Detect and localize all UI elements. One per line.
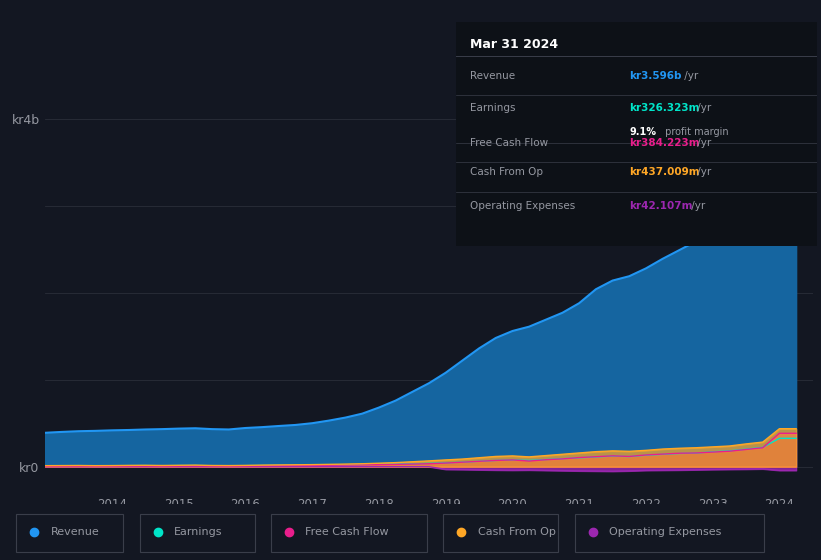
Text: /yr: /yr xyxy=(694,102,711,113)
Text: kr384.223m: kr384.223m xyxy=(629,138,699,148)
Text: /yr: /yr xyxy=(694,138,711,148)
Text: 9.1%: 9.1% xyxy=(629,127,656,137)
Text: Mar 31 2024: Mar 31 2024 xyxy=(470,38,558,51)
Text: profit margin: profit margin xyxy=(662,127,728,137)
Text: Free Cash Flow: Free Cash Flow xyxy=(470,138,548,148)
Text: kr42.107m: kr42.107m xyxy=(629,201,693,211)
Text: /yr: /yr xyxy=(687,201,704,211)
Text: Free Cash Flow: Free Cash Flow xyxy=(305,527,389,537)
Text: /yr: /yr xyxy=(694,167,711,178)
Text: Revenue: Revenue xyxy=(470,71,516,81)
Text: Operating Expenses: Operating Expenses xyxy=(609,527,722,537)
Text: /yr: /yr xyxy=(681,71,699,81)
Text: Cash From Op: Cash From Op xyxy=(478,527,556,537)
Text: kr437.009m: kr437.009m xyxy=(629,167,699,178)
Text: Cash From Op: Cash From Op xyxy=(470,167,544,178)
Text: kr3.596b: kr3.596b xyxy=(629,71,681,81)
Text: Operating Expenses: Operating Expenses xyxy=(470,201,576,211)
Text: Earnings: Earnings xyxy=(174,527,222,537)
Text: Revenue: Revenue xyxy=(51,527,99,537)
Text: Earnings: Earnings xyxy=(470,102,516,113)
Text: kr326.323m: kr326.323m xyxy=(629,102,699,113)
